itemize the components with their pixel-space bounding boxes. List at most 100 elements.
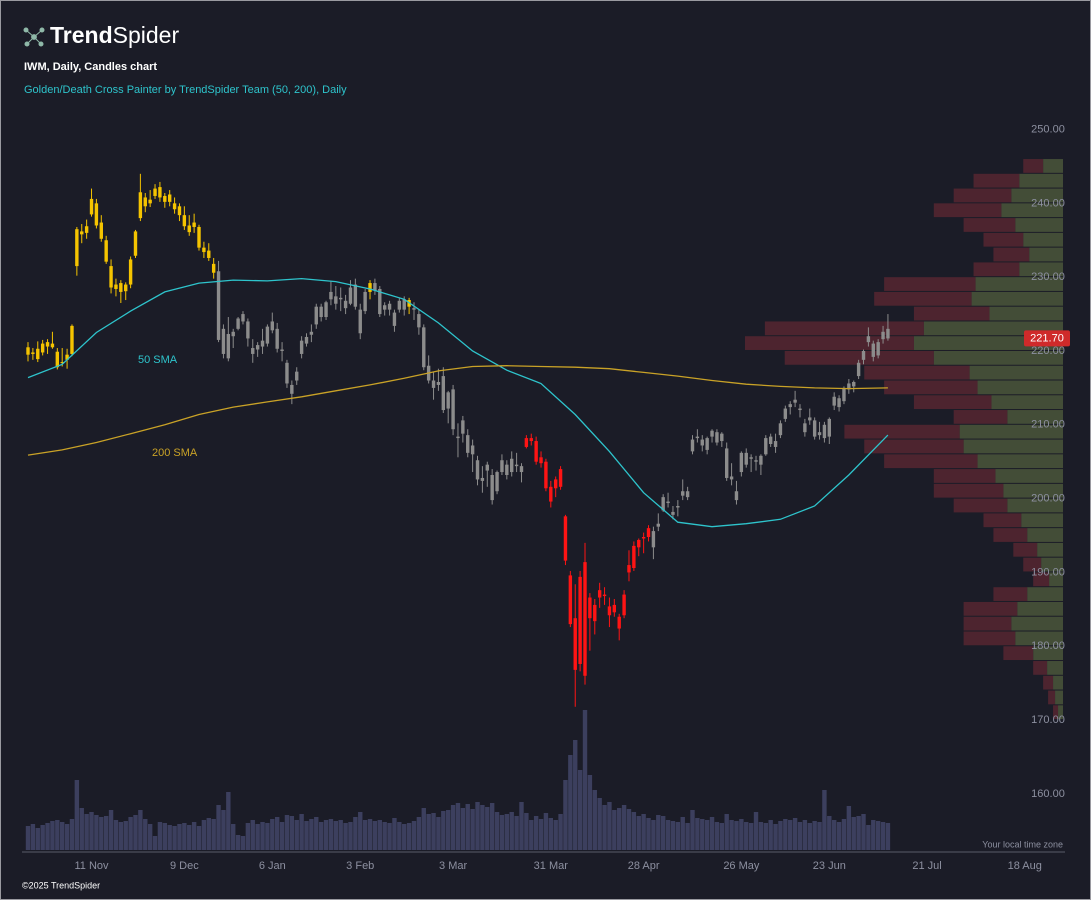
- candle-body: [363, 291, 367, 312]
- candle-body: [470, 445, 475, 455]
- volume-bar: [656, 815, 661, 850]
- profile-down: [884, 454, 978, 469]
- volume-bar: [421, 808, 426, 850]
- profile-up: [1043, 159, 1063, 173]
- candle-body: [812, 420, 817, 437]
- volume-bar: [343, 823, 348, 850]
- y-tick-label: 180.00: [1031, 640, 1065, 652]
- profile-up: [995, 469, 1063, 483]
- candle-body: [729, 476, 734, 480]
- profile-down: [933, 203, 1002, 218]
- volume-bar: [533, 816, 539, 850]
- candle-body: [80, 231, 84, 235]
- profile-up: [1007, 498, 1063, 513]
- candle-body: [627, 565, 631, 573]
- volume-bar: [392, 818, 397, 850]
- profile-down: [1023, 159, 1044, 173]
- volume-bar: [714, 822, 720, 850]
- volume-bar: [748, 823, 754, 850]
- profile-down: [963, 601, 1018, 616]
- candle-body: [749, 457, 753, 459]
- volume-bar: [460, 808, 466, 850]
- volume-bar: [455, 803, 461, 850]
- x-tick-label: 18 Aug: [1008, 860, 1042, 872]
- candle-body: [378, 288, 382, 315]
- candle-body: [241, 314, 245, 322]
- volume-bar: [744, 822, 749, 850]
- profile-down: [1013, 542, 1038, 557]
- chart-subtitle: Golden/Death Cross Painter by TrendSpide…: [24, 84, 347, 96]
- candle-body: [382, 305, 387, 310]
- volume-bar: [734, 821, 739, 850]
- volume-bar: [641, 814, 646, 850]
- volume-bar: [670, 821, 676, 850]
- profile-up: [977, 380, 1063, 395]
- volume-bar: [636, 816, 641, 850]
- candle-body: [856, 362, 861, 377]
- volume-bar: [783, 819, 788, 850]
- profile-up: [959, 424, 1063, 439]
- candle-body: [295, 371, 299, 381]
- volume-bar: [709, 817, 715, 850]
- candle-body: [593, 604, 597, 622]
- candle-body: [695, 436, 700, 439]
- volume-bar: [55, 820, 60, 850]
- volume-bar: [406, 823, 412, 850]
- profile-up: [933, 350, 1063, 365]
- brand-bold: Trend: [50, 22, 113, 48]
- volume-bar: [45, 823, 50, 850]
- volume-bar: [260, 822, 265, 850]
- volume-bar: [597, 798, 602, 850]
- sma-label: 50 SMA: [138, 354, 178, 366]
- volume-bar: [690, 810, 695, 850]
- volume-bar: [519, 802, 524, 850]
- candle-body: [177, 206, 182, 216]
- candle-body: [817, 432, 822, 436]
- candle-body: [387, 303, 392, 310]
- candle-body: [539, 457, 543, 464]
- volume-bar: [206, 818, 211, 850]
- volume-bar: [753, 812, 759, 850]
- volume-bar: [553, 820, 558, 850]
- candle-body: [353, 284, 358, 307]
- candle-body: [314, 306, 318, 325]
- candle-body: [36, 348, 40, 360]
- volume-bar: [504, 814, 510, 850]
- profile-up: [1049, 572, 1063, 587]
- volume-bar: [426, 814, 431, 850]
- volume-bar: [284, 815, 290, 850]
- volume-bar: [89, 812, 94, 850]
- candle-body: [734, 491, 739, 501]
- profile-down: [933, 469, 996, 483]
- profile-down: [993, 528, 1028, 542]
- candle-body: [55, 351, 60, 368]
- volume-bar: [372, 821, 378, 850]
- candle-body: [490, 475, 494, 501]
- x-tick-label: 23 Jun: [813, 860, 846, 872]
- profile-up: [977, 454, 1063, 469]
- candle-body: [309, 331, 314, 335]
- candle-body: [876, 342, 880, 356]
- profile-up: [991, 395, 1063, 410]
- candle-body: [40, 343, 45, 353]
- volume-bar: [245, 823, 251, 850]
- volume-bar: [626, 809, 632, 850]
- volume-bar: [270, 819, 275, 850]
- volume-bar: [108, 810, 114, 850]
- volume-bar: [763, 823, 768, 850]
- candle-body: [70, 325, 74, 354]
- x-tick-label: 3 Feb: [346, 860, 374, 872]
- sma-line: [27, 365, 888, 456]
- candle-body: [304, 336, 309, 344]
- candle-body: [485, 464, 489, 471]
- volume-bar: [103, 816, 109, 850]
- volume-bar: [143, 819, 148, 850]
- volume-bar: [494, 812, 500, 850]
- candle-body: [588, 597, 592, 619]
- profile-up: [1003, 483, 1063, 498]
- profile-down: [983, 232, 1024, 247]
- volume-bar: [64, 824, 70, 850]
- volume-bar: [441, 811, 446, 850]
- volume-bar: [94, 815, 99, 850]
- candle-body: [270, 321, 274, 331]
